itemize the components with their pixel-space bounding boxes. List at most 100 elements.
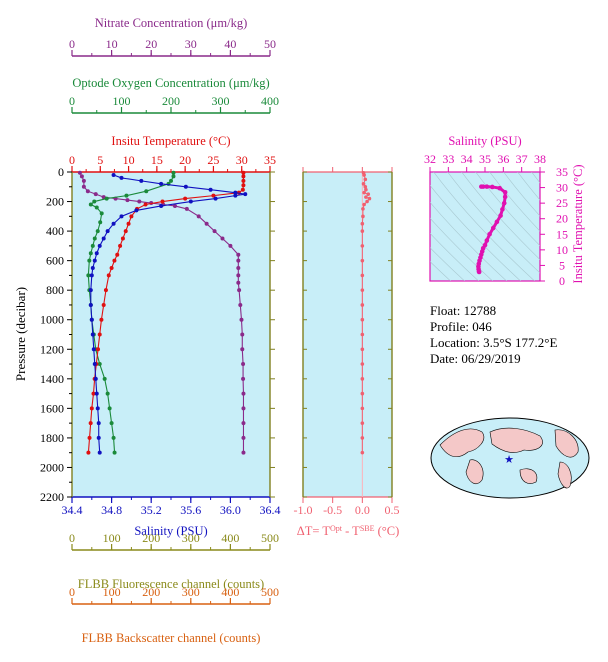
temperature-point bbox=[118, 243, 123, 248]
fluorescence-tick-label: 200 bbox=[142, 531, 160, 545]
delta-point bbox=[366, 192, 371, 196]
pressure-tick-label: 1200 bbox=[40, 342, 64, 356]
nitrate-axis-title: Nitrate Concentration (μm/kg) bbox=[95, 16, 248, 30]
salinity-point bbox=[94, 251, 99, 256]
ts-contour bbox=[475, 172, 540, 247]
nitrate-point bbox=[240, 332, 245, 337]
delta-tick-label: 0.5 bbox=[385, 503, 400, 517]
ts-point bbox=[484, 238, 490, 243]
temperature-tick-label: 35 bbox=[264, 153, 276, 167]
ts-point bbox=[498, 213, 503, 218]
delta-point bbox=[360, 303, 365, 307]
salinity-point bbox=[90, 332, 95, 337]
ts-temperature-tick-label: 5 bbox=[559, 258, 565, 272]
temperature-point bbox=[91, 391, 96, 396]
map-land bbox=[519, 468, 538, 484]
delta-point bbox=[367, 196, 372, 201]
ts-contour bbox=[531, 172, 540, 184]
ts-contour bbox=[461, 172, 540, 260]
nitrate-point bbox=[240, 347, 245, 352]
ts-point bbox=[484, 184, 490, 189]
delta-tick-label: -1.0 bbox=[294, 503, 313, 517]
delta-point bbox=[360, 332, 365, 337]
salinity-point bbox=[188, 199, 193, 204]
delta-point bbox=[360, 258, 365, 263]
ts-temperature-tick-label: 10 bbox=[556, 243, 568, 257]
ts-contour bbox=[433, 172, 536, 281]
ts-salinity-tick-label: 35 bbox=[479, 152, 491, 166]
delta-point bbox=[364, 195, 368, 199]
ts-contour bbox=[430, 201, 508, 281]
salinity-point bbox=[88, 288, 93, 293]
nitrate-tick-label: 30 bbox=[185, 37, 197, 51]
temperature-point bbox=[183, 196, 188, 201]
nitrate-point bbox=[81, 184, 86, 189]
fluorescence-tick-label: 300 bbox=[182, 531, 200, 545]
backscatter-tick-label: 100 bbox=[103, 585, 121, 599]
temperature-point bbox=[240, 187, 245, 192]
nitrate-point bbox=[220, 236, 225, 241]
ts-temperature-tick-label: 20 bbox=[556, 212, 568, 226]
pressure-tick-label: 1000 bbox=[40, 313, 64, 327]
ts-contour bbox=[489, 172, 540, 232]
pressure-axis-title: Pressure (decibar) bbox=[13, 287, 28, 381]
date: Date: 06/29/2019 bbox=[430, 351, 521, 366]
nitrate-point bbox=[241, 421, 246, 426]
salinity-point bbox=[159, 181, 164, 186]
temperature-tick-label: 0 bbox=[69, 153, 75, 167]
temperature-point bbox=[97, 332, 102, 337]
nitrate-point bbox=[236, 280, 241, 285]
oxygen-point bbox=[105, 391, 110, 396]
fluorescence-tick-label: 0 bbox=[69, 531, 75, 545]
delta-point bbox=[360, 347, 365, 352]
map-land bbox=[554, 429, 579, 458]
temperature-point bbox=[241, 178, 246, 183]
oxygen-point bbox=[95, 229, 100, 234]
nitrate-point bbox=[241, 406, 246, 411]
oxygen-point bbox=[90, 243, 95, 248]
delta-point bbox=[360, 362, 365, 366]
pressure-tick-label: 1800 bbox=[40, 431, 64, 445]
temperature-point bbox=[87, 435, 92, 440]
delta-point bbox=[360, 244, 365, 248]
oxygen-point bbox=[171, 174, 176, 179]
nitrate-point bbox=[85, 189, 90, 194]
nitrate-point bbox=[236, 273, 241, 278]
ts-salinity-tick-label: 32 bbox=[424, 152, 436, 166]
ts-salinity-tick-label: 38 bbox=[534, 152, 546, 166]
delta-point bbox=[360, 406, 365, 411]
ts-point bbox=[487, 231, 492, 237]
fluorescence-tick-label: 500 bbox=[261, 531, 279, 545]
backscatter-tick-label: 400 bbox=[221, 585, 239, 599]
ts-contour bbox=[430, 184, 522, 281]
oxygen-point bbox=[98, 220, 103, 225]
nitrate-tick-label: 50 bbox=[264, 37, 276, 51]
salinity-point bbox=[92, 258, 97, 263]
salinity-tick-label: 34.4 bbox=[62, 503, 83, 517]
oxygen-point bbox=[87, 258, 92, 263]
nitrate-point bbox=[196, 214, 201, 219]
map-land bbox=[439, 428, 485, 458]
nitrate-point bbox=[77, 170, 82, 175]
oxygen-axis-title: Optode Oxygen Concentration (μm/kg) bbox=[72, 76, 269, 90]
ts-contour bbox=[430, 217, 494, 281]
salinity-point bbox=[96, 421, 101, 426]
nitrate-point bbox=[241, 362, 246, 367]
fluorescence-axis-title: FLBB Fluorescence channel (counts) bbox=[78, 577, 264, 591]
ts-temperature-tick-label: 0 bbox=[559, 274, 565, 288]
oxygen-tick-label: 400 bbox=[261, 94, 279, 108]
nitrate-point bbox=[228, 243, 233, 248]
delta-tick-label: -0.5 bbox=[323, 503, 342, 517]
ts-contour bbox=[430, 232, 480, 281]
nitrate-point bbox=[81, 178, 86, 183]
oxygen-tick-label: 300 bbox=[212, 94, 230, 108]
delta-point bbox=[360, 229, 365, 233]
temperature-point bbox=[86, 450, 91, 455]
delta-point bbox=[361, 207, 365, 211]
pressure-tick-label: 2200 bbox=[40, 490, 64, 504]
temperature-point bbox=[106, 273, 111, 278]
salinity-point bbox=[111, 172, 116, 177]
salinity-point bbox=[93, 376, 98, 381]
nitrate-tick-label: 20 bbox=[145, 37, 157, 51]
